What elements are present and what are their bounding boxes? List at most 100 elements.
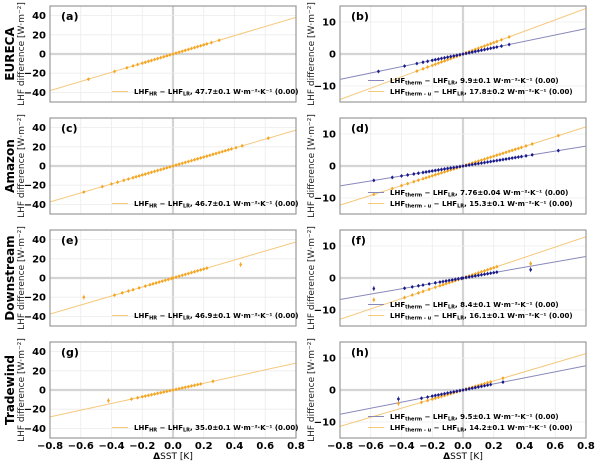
data-point <box>441 280 445 283</box>
data-point <box>440 168 443 171</box>
data-point <box>230 147 233 151</box>
data-point <box>440 57 443 60</box>
data-point <box>426 399 429 402</box>
axes-frame <box>339 5 587 103</box>
data-point <box>447 281 451 284</box>
data-point <box>390 176 394 179</box>
panel-e: −40 −20 0 20 40 LHF difference [W·m⁻²]Downstr… <box>3 226 299 330</box>
data-point <box>467 163 471 167</box>
data-point <box>168 165 172 169</box>
x-tick-label: −0.6 <box>358 441 384 452</box>
data-point <box>147 394 150 397</box>
row-label: EURECA <box>3 27 17 81</box>
data-point <box>267 136 270 140</box>
data-point <box>483 157 486 161</box>
data-point <box>167 278 170 281</box>
x-tick-label: 0.4 <box>226 441 244 452</box>
data-point <box>510 149 514 152</box>
data-point <box>530 142 534 146</box>
data-point <box>492 271 496 274</box>
panel-a: −40 −20 0 20 40 LHF difference [W·m⁻²]EURECA (… <box>3 2 299 106</box>
data-point <box>214 152 218 155</box>
data-point <box>498 152 502 156</box>
data-point <box>156 57 159 60</box>
data-point <box>113 293 116 297</box>
data-point <box>187 385 190 388</box>
data-point <box>446 58 449 61</box>
data-point <box>153 392 156 396</box>
data-point <box>504 150 508 154</box>
data-point <box>474 162 477 166</box>
data-point <box>434 62 437 66</box>
data-point <box>220 150 224 153</box>
data-point <box>483 161 486 164</box>
data-point <box>196 45 199 48</box>
data-point <box>208 153 212 157</box>
data-point <box>440 171 443 175</box>
data-point <box>489 46 492 50</box>
plot-area <box>340 236 586 320</box>
legend-entry: LHFtherm - u − LHFLR, 16.1±0.1 W·m⁻²·K⁻¹… <box>390 312 573 322</box>
data-point <box>417 291 420 295</box>
data-point <box>159 168 162 171</box>
data-point <box>437 61 440 65</box>
data-point <box>180 49 184 53</box>
data-point <box>444 279 448 283</box>
data-point <box>467 387 471 391</box>
data-point <box>137 286 141 290</box>
y-axis-label: LHF difference [W·m⁻²] <box>307 114 317 218</box>
data-point <box>524 144 528 148</box>
data-point <box>480 158 483 162</box>
data-point <box>199 382 202 386</box>
data-point <box>520 146 523 149</box>
data-point <box>501 380 505 384</box>
panel-c: −40 −20 0 20 40 LHF difference [W·m⁻²]Amazon (… <box>3 114 299 218</box>
data-point <box>501 376 505 380</box>
y-axis-label: LHF difference [W·m⁻²] <box>17 2 27 106</box>
data-point <box>82 295 86 299</box>
data-point <box>557 134 560 137</box>
data-point <box>461 388 465 392</box>
data-point <box>130 397 133 401</box>
data-point <box>406 182 409 185</box>
data-point <box>450 278 454 282</box>
x-tick-label: −0.4 <box>98 441 124 452</box>
data-point <box>480 48 483 52</box>
data-point <box>486 160 489 164</box>
data-point <box>397 402 400 405</box>
data-point <box>140 173 144 177</box>
data-point <box>177 387 181 390</box>
y-tick-label: 0 <box>39 274 46 285</box>
data-point <box>489 42 492 46</box>
plot-area <box>340 353 586 427</box>
data-point <box>417 284 420 288</box>
x-tick-label: 0.8 <box>287 441 305 452</box>
y-axis-label: LHF difference [W·m⁻²] <box>307 226 317 330</box>
data-point <box>426 395 429 399</box>
data-point <box>420 400 423 404</box>
data-point <box>171 388 175 392</box>
data-point <box>421 171 425 174</box>
data-point <box>501 151 505 155</box>
data-point <box>495 153 499 157</box>
data-point <box>427 170 431 173</box>
x-tick-label: −0.2 <box>129 441 155 452</box>
panel-d: −10 0 10 LHF difference [W·m⁻²] (d) LHFtherm … <box>307 114 587 218</box>
data-point <box>372 298 376 302</box>
data-point <box>437 395 440 399</box>
data-point <box>507 43 511 46</box>
data-point <box>440 392 443 396</box>
y-tick-label: 20 <box>32 30 46 41</box>
data-point <box>190 271 193 274</box>
data-point <box>144 172 147 176</box>
data-point <box>434 281 437 285</box>
y-tick-label: 40 <box>32 347 46 358</box>
data-point <box>438 280 442 284</box>
data-point <box>443 394 446 397</box>
data-point <box>480 273 483 277</box>
data-point <box>184 386 187 389</box>
x-tick-label: −0.4 <box>388 441 414 452</box>
data-point <box>150 59 153 62</box>
data-point <box>434 285 437 289</box>
legend-entry: LHFtherm − LHFLR, 9.9±0.1 W·m⁻²·K⁻¹ (0.0… <box>390 77 559 87</box>
